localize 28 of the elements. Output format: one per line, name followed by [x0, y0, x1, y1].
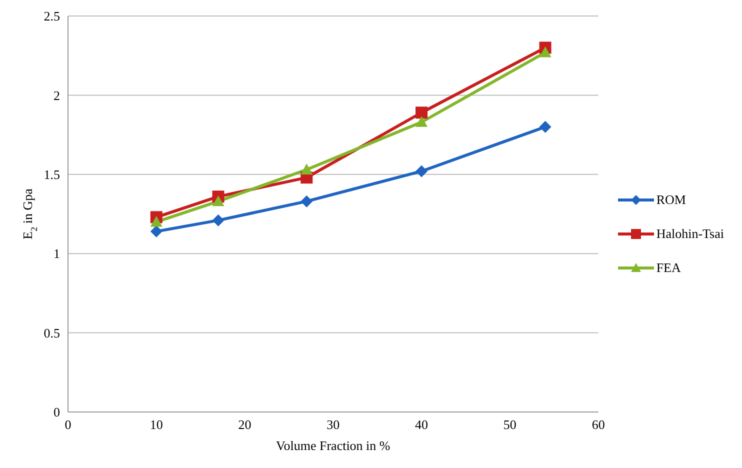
legend-label: Halohin-Tsai — [656, 226, 724, 242]
x-tick-label: 10 — [150, 417, 163, 432]
point — [539, 46, 552, 58]
point — [212, 195, 224, 206]
point — [212, 214, 224, 226]
point — [150, 225, 162, 238]
x-tick-label: 20 — [238, 417, 252, 432]
x-tick-label: 60 — [592, 417, 605, 432]
x-tick-label: 30 — [326, 417, 340, 432]
y-tick-label: 0 — [54, 404, 60, 420]
x-tick-label: 0 — [64, 417, 72, 432]
point — [416, 106, 428, 119]
point — [416, 116, 428, 127]
point — [300, 164, 313, 174]
y-tick-label: 2.5 — [44, 8, 60, 24]
y-tick-label: 0.5 — [44, 325, 60, 340]
y-tick-label: 2 — [54, 88, 60, 103]
y-tick-label: 1.5 — [44, 167, 60, 182]
x-tick-label: 50 — [503, 417, 516, 432]
point — [150, 216, 162, 227]
legend-label: ROM — [656, 192, 686, 208]
point — [416, 165, 428, 178]
x-tick-label: 40 — [415, 417, 428, 432]
legend-label: FEA — [656, 260, 681, 276]
x-axis-title: Volume Fraction in % — [276, 438, 390, 453]
point — [539, 120, 552, 133]
point — [300, 195, 313, 208]
y-tick-label: 1 — [54, 246, 60, 262]
